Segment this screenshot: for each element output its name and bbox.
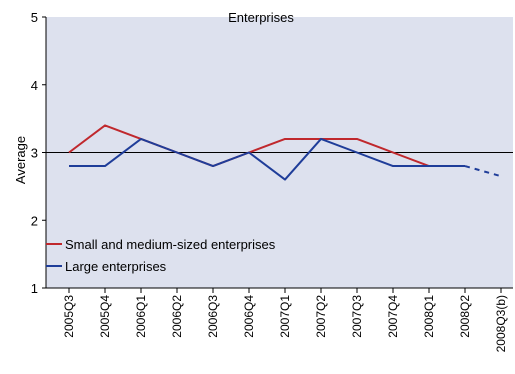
y-tick-label: 4: [31, 78, 38, 93]
x-tick-label: 2006Q1: [134, 295, 148, 338]
series-line-2-projection: [464, 165, 502, 178]
series-lines: [68, 124, 502, 181]
x-tick-label: 2006Q3: [206, 295, 220, 338]
x-tick-label: 2006Q2: [170, 295, 184, 338]
x-tick-label: 2007Q4: [386, 295, 400, 338]
x-tick-label: 2005Q3: [62, 295, 76, 338]
y-tick-label: 2: [31, 213, 38, 228]
y-tick-label: 3: [31, 146, 38, 161]
x-tick-label: 2006Q4: [242, 295, 256, 338]
x-tick-label: 2008Q2: [458, 295, 472, 338]
legend-label: Large enterprises: [65, 259, 167, 274]
y-tick-label: 1: [31, 281, 38, 296]
x-tick-label: 2005Q4: [98, 295, 112, 338]
y-axis-label: Average: [13, 136, 28, 184]
x-tick-label: 2008Q1: [422, 295, 436, 338]
series-line-2: [69, 137, 465, 181]
axes: 1 2 3 4 5 2005Q3 2005Q4 2006Q1 2006Q2 2006Q3 2006Q…: [31, 10, 513, 352]
x-tick-label: 2008Q3(b): [494, 295, 508, 352]
y-tick-label: 5: [31, 10, 38, 25]
legend-label: Small and medium-sized enterprises: [65, 237, 276, 252]
x-tick-label: 2007Q2: [314, 295, 328, 338]
x-tick-label: 2007Q3: [350, 295, 364, 338]
chart-title: Enterprises: [228, 10, 294, 25]
legend: Small and medium-sized enterprises Large …: [46, 237, 276, 274]
x-tick-label: 2007Q1: [278, 295, 292, 338]
series-line-1: [68, 124, 465, 168]
